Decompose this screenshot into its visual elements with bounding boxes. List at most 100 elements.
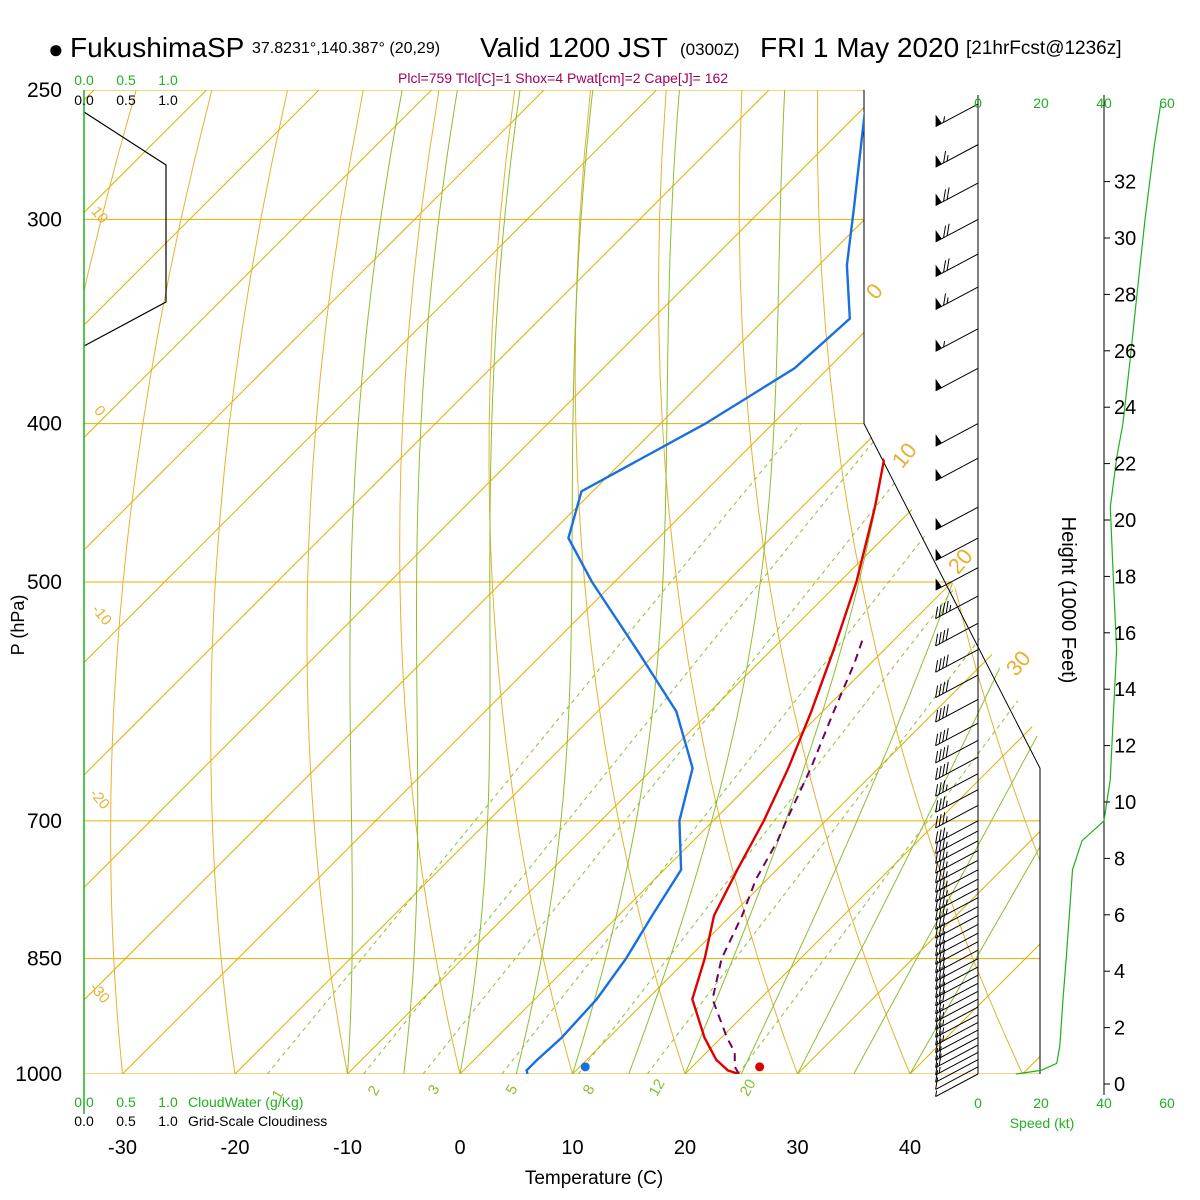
wind-barb	[935, 1051, 979, 1076]
barb-flag	[945, 654, 949, 667]
speed-tick-bottom: 60	[1159, 1095, 1175, 1111]
barb-flag	[942, 837, 946, 850]
barb-staff	[935, 915, 979, 939]
barb-flag	[938, 849, 942, 862]
barb-flag	[943, 150, 947, 164]
surface-temperature-dot	[755, 1062, 765, 1072]
cloudiness-scale-top: 0.5	[116, 92, 136, 108]
barb-half	[942, 1019, 945, 1026]
wind-barb	[935, 773, 979, 797]
barb-flag	[938, 1038, 942, 1051]
wind-barb	[935, 1022, 979, 1046]
wind-barb	[935, 367, 979, 392]
barb-staff	[935, 674, 979, 698]
barb-flag	[935, 831, 939, 844]
barb-staff	[935, 941, 979, 965]
temperature-tick: 30	[786, 1137, 808, 1159]
barb-pennant	[935, 378, 942, 391]
barb-flag	[938, 829, 942, 842]
x-axis-label: Temperature (C)	[525, 1168, 663, 1189]
isotherm	[84, 90, 545, 1074]
barb-staff	[935, 850, 979, 874]
barb-pennant	[935, 517, 942, 530]
barb-half	[946, 154, 949, 162]
barb-flag	[938, 683, 942, 696]
temperature-tick: 20	[674, 1137, 696, 1159]
barb-half	[945, 800, 948, 807]
height-tick: 2	[1114, 1018, 1125, 1040]
barb-staff	[935, 457, 979, 482]
wind-barb	[935, 218, 979, 243]
cloudwater-scale-bottom: 0.0	[74, 1094, 94, 1110]
barb-half	[945, 908, 948, 915]
isotherm	[84, 90, 320, 1074]
moist-adiabat	[459, 90, 521, 1074]
cloudiness-scale-top: 0.0	[74, 92, 94, 108]
barb-flag	[938, 604, 942, 617]
dry-adiabat-label: 10	[887, 438, 922, 473]
pressure-tick-500: 500	[27, 571, 62, 594]
barb-flag	[935, 733, 939, 746]
wind-barb	[935, 966, 979, 990]
wind-barb	[935, 537, 979, 562]
wind-barb	[935, 923, 979, 948]
dry-adiabat-label: 0	[861, 278, 888, 303]
barb-flag	[942, 812, 946, 825]
barb-flag	[935, 709, 939, 723]
barb-flag	[945, 679, 949, 692]
barb-flag	[935, 960, 939, 973]
wind-barb	[935, 1059, 979, 1083]
height-axis-label: Height (1000 Feet)	[1057, 517, 1079, 684]
isotherm	[347, 90, 1040, 1074]
pressure-tick-850: 850	[27, 948, 62, 971]
cloudwater-scale-top: 0.5	[116, 72, 136, 88]
wind-barb	[935, 622, 979, 647]
barb-half	[945, 861, 948, 868]
temperature-tick: 0	[454, 1137, 465, 1159]
isotherm	[797, 90, 1040, 1074]
barb-flag	[945, 727, 949, 741]
wind-barb	[935, 1066, 979, 1090]
barb-staff	[935, 932, 979, 957]
barb-staff	[935, 423, 979, 447]
mixing-ratio-label: 20	[737, 1076, 760, 1099]
barb-flag	[942, 847, 946, 860]
wind-barb	[935, 423, 979, 447]
surface-dewpoint-dot	[580, 1062, 590, 1072]
valid-date: FRI 1 May 2020	[760, 32, 960, 63]
barb-staff	[935, 878, 979, 903]
wind-barb	[935, 699, 979, 723]
wind-barb	[935, 982, 979, 1007]
wind-barb	[935, 859, 979, 884]
wind-barb	[935, 756, 979, 781]
height-tick: 14	[1114, 679, 1136, 701]
barb-flag	[935, 1048, 939, 1061]
barb-flag	[938, 1053, 942, 1066]
barb-pennant	[935, 339, 942, 352]
barb-flag	[938, 731, 942, 744]
barb-flag	[935, 784, 939, 797]
wind-barb	[935, 830, 979, 854]
barb-pennant	[935, 578, 942, 591]
stability-indices: Plcl=759 Tlcl[C]=1 Shox=4 Pwat[cm]=2 Cap…	[398, 70, 729, 86]
barb-flag	[942, 857, 946, 870]
dry-adiabat-label: -20	[86, 785, 113, 813]
barb-flag	[935, 1070, 939, 1083]
dry-adiabat	[968, 90, 1040, 1074]
mixing-ratio-line	[577, 423, 1040, 1074]
dry-adiabat-label: 20	[943, 544, 978, 579]
barb-half	[945, 880, 948, 887]
cloudiness-scale-bottom: 1.0	[158, 1113, 178, 1129]
wind-barb	[935, 253, 979, 278]
barb-half	[943, 341, 946, 348]
dry-adiabat-label: -30	[86, 979, 113, 1007]
moist-adiabat	[572, 90, 680, 1074]
barb-half	[943, 116, 946, 123]
height-tick: 18	[1114, 566, 1136, 588]
cloudiness-scale-top: 1.0	[158, 92, 178, 108]
wind-barb	[935, 506, 979, 531]
height-tick: 6	[1114, 905, 1125, 927]
barb-flag	[945, 628, 949, 641]
barb-flag	[935, 993, 939, 1006]
barb-staff	[935, 367, 979, 392]
